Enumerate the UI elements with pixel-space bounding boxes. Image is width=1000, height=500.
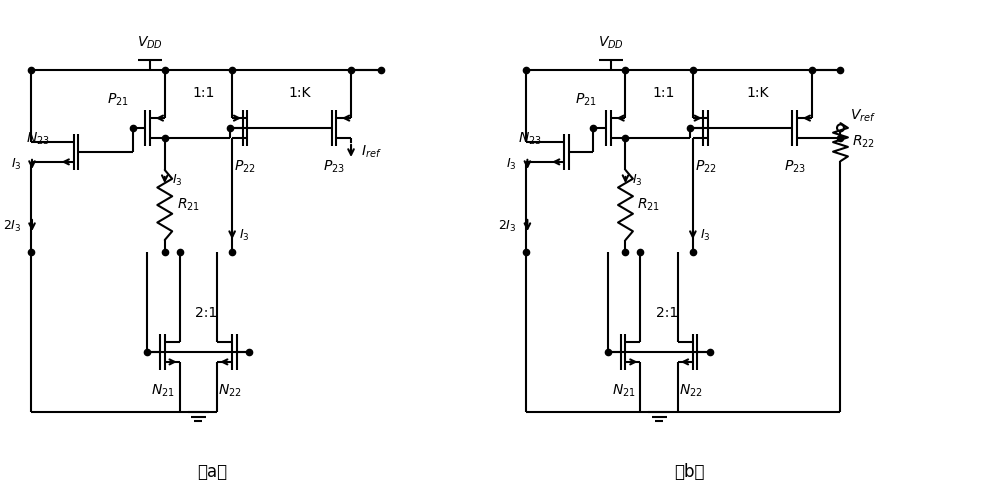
Text: $P_{23}$: $P_{23}$ <box>784 159 806 176</box>
Text: $I_3$: $I_3$ <box>700 228 710 242</box>
Text: $P_{22}$: $P_{22}$ <box>695 159 717 176</box>
Text: $P_{23}$: $P_{23}$ <box>323 159 345 176</box>
Text: $I_3$: $I_3$ <box>11 158 21 172</box>
Text: 1:K: 1:K <box>288 86 311 100</box>
Text: $2I_3$: $2I_3$ <box>498 218 516 234</box>
Text: $P_{21}$: $P_{21}$ <box>107 92 129 108</box>
Text: $N_{21}$: $N_{21}$ <box>612 383 635 400</box>
Text: $I_3$: $I_3$ <box>506 158 516 172</box>
Text: $N_{22}$: $N_{22}$ <box>218 383 242 400</box>
Text: $I_3$: $I_3$ <box>172 172 182 188</box>
Text: $R_{22}$: $R_{22}$ <box>852 134 875 150</box>
Text: 1:1: 1:1 <box>192 86 215 100</box>
Text: $V_{DD}$: $V_{DD}$ <box>137 34 163 51</box>
Text: 1:1: 1:1 <box>653 86 675 100</box>
Text: $I_3$: $I_3$ <box>239 228 250 242</box>
Text: 2:1: 2:1 <box>195 306 218 320</box>
Text: $V_{DD}$: $V_{DD}$ <box>598 34 624 51</box>
Text: $P_{21}$: $P_{21}$ <box>575 92 597 108</box>
Text: $R_{21}$: $R_{21}$ <box>637 197 660 213</box>
Text: （a）: （a） <box>197 463 227 481</box>
Text: $R_{21}$: $R_{21}$ <box>177 197 200 213</box>
Text: $N_{23}$: $N_{23}$ <box>26 130 50 147</box>
Text: $N_{22}$: $N_{22}$ <box>679 383 703 400</box>
Text: （b）: （b） <box>675 463 705 481</box>
Text: 1:K: 1:K <box>746 86 769 100</box>
Text: $I_{ref}$: $I_{ref}$ <box>361 144 382 160</box>
Text: $N_{23}$: $N_{23}$ <box>518 130 542 147</box>
Text: $2I_3$: $2I_3$ <box>3 218 21 234</box>
Text: $V_{ref}$: $V_{ref}$ <box>850 108 877 124</box>
Text: 2:1: 2:1 <box>656 306 678 320</box>
Text: $P_{22}$: $P_{22}$ <box>234 159 256 176</box>
Text: $I_3$: $I_3$ <box>632 172 643 188</box>
Text: $N_{21}$: $N_{21}$ <box>151 383 175 400</box>
